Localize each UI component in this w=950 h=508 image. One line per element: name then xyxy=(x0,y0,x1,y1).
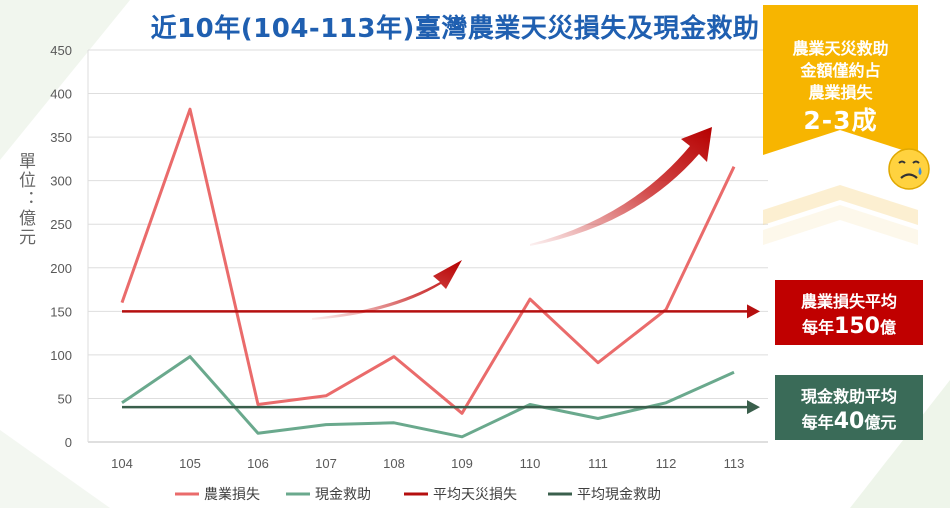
x-tick-label: 105 xyxy=(179,456,201,471)
y-tick-label: 400 xyxy=(50,87,72,102)
x-tick-label: 106 xyxy=(247,456,269,471)
sad-face-icon xyxy=(888,148,930,190)
loss-callout-prefix: 每年 xyxy=(802,318,835,337)
badge-shape xyxy=(763,5,918,245)
aid-callout-value-line: 每年40億元 xyxy=(775,409,923,434)
aid-average-callout: 現金救助平均 每年40億元 xyxy=(775,375,923,440)
x-tick-label: 111 xyxy=(588,456,608,471)
legend-label: 平均天災損失 xyxy=(433,487,517,503)
x-tick-label: 112 xyxy=(656,456,677,471)
aid-callout-prefix: 每年 xyxy=(801,413,834,432)
badge-highlight: 2-3成 xyxy=(803,106,878,135)
aid-callout-title: 現金救助平均 xyxy=(800,387,897,406)
average-arrowhead xyxy=(747,304,760,319)
trend-arrow-large xyxy=(530,127,712,246)
x-tick-label: 108 xyxy=(383,456,405,471)
y-tick-label: 300 xyxy=(50,174,72,189)
y-tick-label: 0 xyxy=(65,435,72,450)
loss-callout-value-line: 每年150億 xyxy=(775,314,923,339)
loss-average-callout: 農業損失平均 每年150億 xyxy=(775,280,923,345)
y-tick-label: 250 xyxy=(50,217,72,232)
badge-line-2: 金額僅約占 xyxy=(800,61,881,80)
average-arrowhead xyxy=(747,400,760,415)
aid-callout-value: 40 xyxy=(833,409,865,434)
x-tick-label: 109 xyxy=(451,456,473,471)
x-tick-label: 113 xyxy=(724,456,745,471)
legend-label: 農業損失 xyxy=(204,487,260,503)
chart-title: 近10年(104-113年)臺灣農業天災損失及現金救助 xyxy=(150,14,760,44)
loss-callout-suffix: 億 xyxy=(879,318,896,337)
x-tick-label: 107 xyxy=(315,456,337,471)
y-tick-label: 350 xyxy=(50,130,72,145)
legend-label: 平均現金救助 xyxy=(577,487,661,503)
x-tick-label: 104 xyxy=(111,456,133,471)
y-tick-label: 150 xyxy=(50,304,72,319)
ratio-badge: 農業天災救助 金額僅約占 農業損失 2-3成 xyxy=(763,5,930,245)
x-tick-label: 110 xyxy=(520,456,541,471)
y-axis-unit-label: 單位：億元 xyxy=(15,152,35,247)
series-line-2 xyxy=(121,355,735,439)
series-line-1 xyxy=(120,107,736,415)
badge-text: 農業天災救助 金額僅約占 農業損失 2-3成 xyxy=(763,38,918,135)
loss-callout-title: 農業損失平均 xyxy=(800,292,897,311)
badge-line-1: 農業天災救助 xyxy=(792,39,889,58)
badge-line-3: 農業損失 xyxy=(808,83,873,102)
y-tick-label: 450 xyxy=(50,43,72,58)
y-tick-label: 100 xyxy=(50,348,72,363)
y-tick-label: 200 xyxy=(50,261,72,276)
legend-label: 現金救助 xyxy=(315,487,371,503)
aid-callout-suffix: 億元 xyxy=(864,413,897,432)
loss-callout-value: 150 xyxy=(834,314,880,339)
y-tick-label: 50 xyxy=(58,391,72,406)
